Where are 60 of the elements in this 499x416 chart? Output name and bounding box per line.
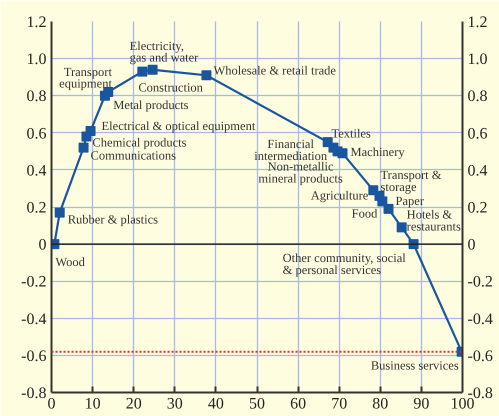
x-tick-label: 20 <box>126 396 142 412</box>
point <box>337 148 348 158</box>
point <box>78 142 89 153</box>
annotation: Metal products <box>113 98 189 112</box>
annotation: Non-metallic mineral products <box>258 159 343 186</box>
annotation: Machinery <box>350 145 406 160</box>
y2-tick-label: -0.4 <box>468 310 493 328</box>
y2-tick-label: 0.6 <box>468 125 488 142</box>
annotation: Textiles <box>331 126 371 141</box>
point <box>86 126 96 136</box>
y-tick-label: 0.2 <box>26 200 46 216</box>
point <box>377 196 388 206</box>
y2-tick-label: 0.4 <box>468 162 488 180</box>
annotation: Electrical & optical equipment <box>102 118 256 133</box>
y2-tick-label: 0 <box>468 236 476 254</box>
y-tick-label: -0.4 <box>21 310 46 328</box>
point <box>396 222 407 232</box>
annotation: Other community, social & personal services <box>282 251 406 278</box>
x-tick-label: 80 <box>372 396 388 412</box>
x-tick-label: 60 <box>290 396 306 412</box>
point <box>201 70 212 80</box>
annotation: Wholesale & retail trade <box>213 63 336 78</box>
y-tick-label: 0.4 <box>26 162 46 180</box>
point <box>54 208 65 218</box>
x-tick-label: 40 <box>208 396 224 412</box>
x-tick-label: 10 <box>84 396 101 412</box>
x-tick-label: 90 <box>413 396 430 412</box>
annotation: Food <box>352 206 378 220</box>
y2-tick-label: 1.0 <box>468 51 488 68</box>
annotation: Paper <box>396 194 425 208</box>
y-tick-label: 1.0 <box>26 51 46 68</box>
y-tick-label: -0.2 <box>21 274 46 291</box>
x-tick-label: 50 <box>249 396 265 412</box>
annotation: Transport equipment <box>59 64 112 91</box>
annotation: Business services <box>370 358 459 373</box>
annotation: Communications <box>90 148 176 163</box>
y-tick-label: 0.8 <box>26 88 46 106</box>
annotation: Chemical products <box>92 136 187 150</box>
annotation: Construction <box>138 80 204 95</box>
annotation: Electricity, gas and water <box>130 38 200 65</box>
annotation: Transport & storage <box>380 168 442 194</box>
y-tick-label: 0 <box>38 236 46 254</box>
y-tick-label: 1.2 <box>26 14 46 31</box>
y-tick-label: -0.8 <box>21 385 46 402</box>
y2-tick-label: -0.6 <box>468 348 493 365</box>
y-tick-label: -0.6 <box>21 348 46 365</box>
y2-tick-label: 0.8 <box>468 88 488 106</box>
y2-tick-label: -0.2 <box>468 274 493 291</box>
x-tick-label: 70 <box>331 396 348 412</box>
point <box>137 66 148 77</box>
y-tick-label: 0.6 <box>26 125 46 142</box>
annotation: Rubber & plastics <box>68 212 158 227</box>
y2-tick-label: 1.2 <box>468 14 488 31</box>
y2-tick-label: 0.2 <box>468 200 488 216</box>
x-tick-label: 30 <box>166 396 183 412</box>
point <box>148 64 158 75</box>
annotation: Agriculture <box>310 188 369 202</box>
point <box>384 204 394 214</box>
annotation: Wood <box>55 255 86 270</box>
annotation: Hotels & restaurants <box>406 207 461 234</box>
